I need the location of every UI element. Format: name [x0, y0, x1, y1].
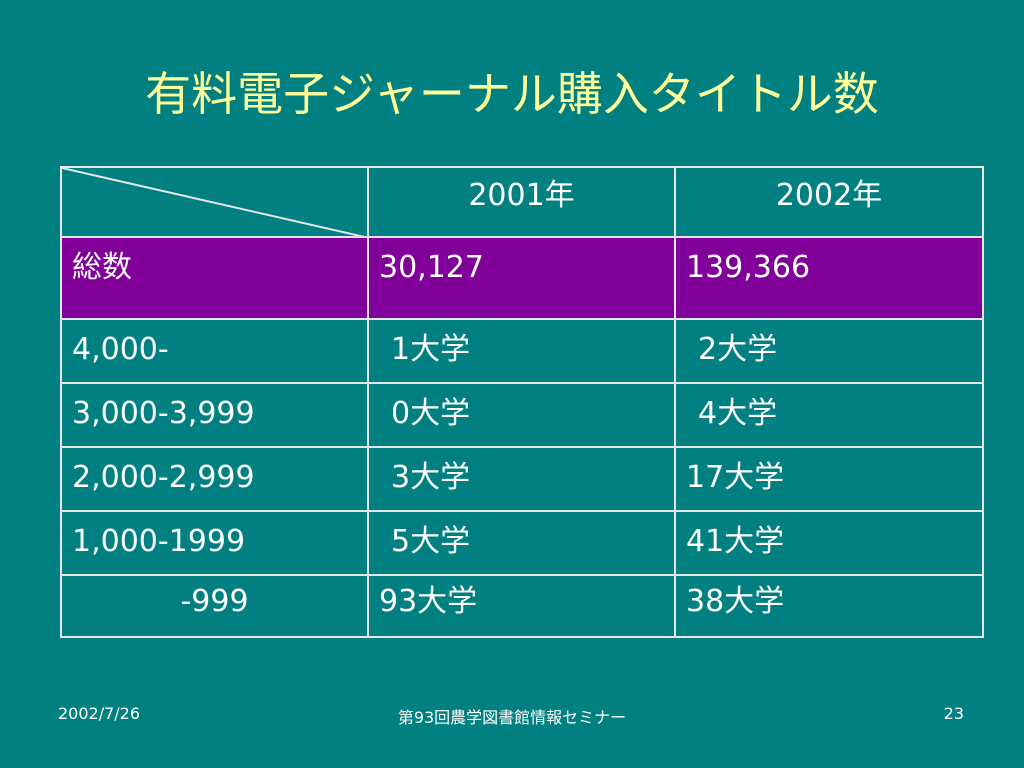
table-row: 3,000-3,999 0大学 4大学	[60, 382, 984, 448]
cell-2001: 30,127	[367, 236, 676, 320]
cell-2001: 0大学	[367, 382, 676, 448]
cell-2002: 4大学	[674, 382, 984, 448]
title-count-table: 2001年 2002年 総数 30,127 139,366 4,000- 1大学…	[60, 166, 984, 638]
cell-2001: 3大学	[367, 446, 676, 512]
table-row: 2,000-2,999 3大学 17大学	[60, 446, 984, 512]
diagonal-line	[63, 169, 361, 235]
table-row: 1,000-1999 5大学 41大学	[60, 510, 984, 576]
row-label: 4,000-	[60, 318, 369, 384]
cell-2001: 5大学	[367, 510, 676, 576]
cell-2002: 38大学	[674, 574, 984, 638]
row-label: 3,000-3,999	[60, 382, 369, 448]
table-row: -999 93大学 38大学	[60, 574, 984, 638]
row-label: 2,000-2,999	[60, 446, 369, 512]
cell-2002: 2大学	[674, 318, 984, 384]
row-label: -999	[60, 574, 369, 638]
cell-2002: 17大学	[674, 446, 984, 512]
table-row-total: 総数 30,127 139,366	[60, 236, 984, 320]
cell-2001: 1大学	[367, 318, 676, 384]
cell-2002: 139,366	[674, 236, 984, 320]
column-header-2002: 2002年	[674, 166, 984, 238]
table-row: 4,000- 1大学 2大学	[60, 318, 984, 384]
corner-cell	[60, 166, 369, 238]
slide-title: 有料電子ジャーナル購入タイトル数	[145, 67, 879, 121]
footer-date: 2002/7/26	[58, 704, 141, 723]
footer-seminar-name: 第93回農学図書館情報セミナー	[397, 708, 627, 727]
row-label: 1,000-1999	[60, 510, 369, 576]
column-header-2001: 2001年	[367, 166, 676, 238]
cell-2001: 93大学	[367, 574, 676, 638]
cell-2002: 41大学	[674, 510, 984, 576]
page-number: 23	[943, 704, 964, 723]
row-label: 総数	[60, 236, 369, 320]
table-header-row: 2001年 2002年	[60, 166, 984, 238]
